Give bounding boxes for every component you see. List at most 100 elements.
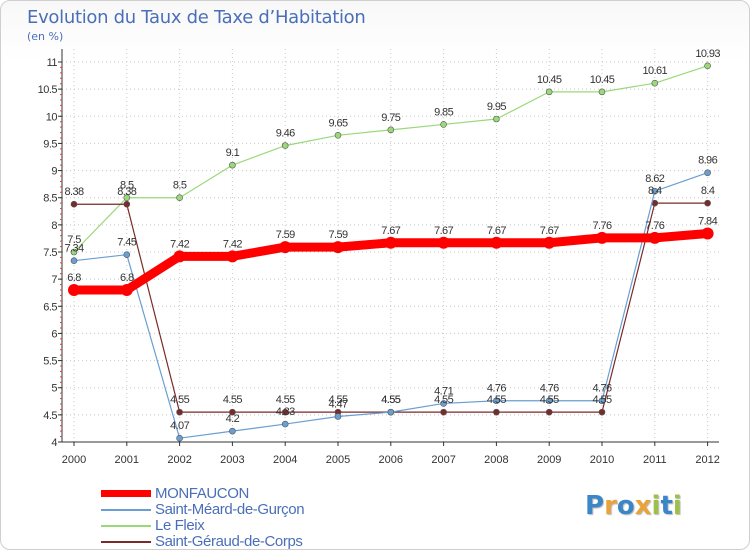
x-tick-label: 2000	[62, 454, 86, 466]
data-label-2: 9.1	[226, 147, 240, 159]
x-tick-label: 2002	[167, 454, 191, 466]
series-point-0	[68, 284, 80, 296]
series-point-2	[704, 62, 711, 70]
data-label-3: 4.55	[381, 394, 400, 406]
data-label-2: 9.65	[328, 117, 347, 129]
series-point-2	[70, 248, 78, 256]
series-point-0	[279, 241, 292, 254]
y-tick-label: 8	[51, 220, 57, 232]
data-label-2: 8.5	[173, 180, 187, 192]
series-point-2	[545, 88, 553, 96]
series-point-1	[651, 187, 659, 195]
data-label-3: 8.4	[701, 185, 715, 197]
series-point-0	[490, 236, 503, 249]
series-point-3	[176, 408, 183, 416]
series-point-3	[229, 408, 236, 416]
series-point-1	[387, 408, 395, 416]
series-point-0	[596, 231, 608, 244]
data-label-1: 4.55	[381, 394, 400, 406]
logo-letter: i	[672, 491, 682, 521]
x-tick-label: 2008	[484, 454, 508, 466]
series-point-1	[598, 397, 606, 405]
series-point-1	[229, 427, 236, 435]
y-tick-label: 4	[51, 437, 57, 449]
data-label-2: 9.46	[276, 128, 295, 140]
legend-swatch-monfaucon	[101, 490, 151, 497]
y-tick-label: 8.5	[43, 193, 57, 205]
series-point-2	[229, 161, 236, 169]
data-label-0: 7.76	[592, 220, 611, 232]
series-point-1	[70, 257, 78, 264]
y-tick-label: 10	[46, 111, 58, 123]
logo-letter: o	[616, 491, 635, 521]
series-point-0	[701, 227, 714, 240]
y-tick-label: 7.5	[43, 247, 57, 259]
data-label-1: 7.34	[64, 243, 83, 255]
y-tick-label: 9.5	[43, 138, 57, 150]
x-tick-label: 2004	[273, 454, 297, 466]
data-label-0: 6.8	[120, 272, 134, 284]
chart-unit-label: (en %)	[27, 30, 64, 43]
proxiti-logo: Proxiti	[585, 491, 682, 521]
logo-letter: r	[604, 491, 617, 521]
series-point-1	[493, 397, 500, 405]
series-point-1	[281, 420, 289, 428]
data-label-1: 4.76	[487, 383, 506, 395]
series-point-0	[226, 250, 239, 263]
data-label-0: 7.59	[328, 229, 347, 241]
series-point-2	[387, 126, 395, 134]
x-tick-label: 2009	[537, 454, 561, 466]
logo-letter: P	[585, 491, 605, 521]
series-point-2	[598, 88, 606, 96]
series-point-1	[176, 434, 183, 442]
data-label-1: 8.62	[645, 173, 664, 185]
series-point-2	[440, 121, 447, 128]
chart-title: Evolution du Taux de Taxe d’Habitation	[27, 7, 366, 28]
data-label-0: 6.8	[67, 272, 81, 284]
series-point-1	[704, 169, 711, 177]
data-label-1: 8.96	[698, 155, 717, 167]
data-label-1: 4.07	[170, 420, 189, 432]
data-label-3: 4.55	[434, 394, 453, 406]
data-label-1: 7.45	[117, 237, 136, 249]
data-label-1: 4.76	[540, 383, 559, 395]
series-point-0	[173, 250, 186, 263]
series-point-0	[648, 231, 661, 244]
series-point-2	[281, 142, 289, 149]
series-point-1	[545, 397, 553, 405]
legend-label-saint-geraud: Saint-Géraud-de-Corps	[155, 533, 303, 550]
data-label-0: 7.67	[434, 225, 453, 237]
data-label-2: 7.5	[67, 234, 81, 246]
x-tick-label: 2001	[115, 454, 139, 466]
y-tick-label: 5.5	[43, 356, 57, 368]
series-point-0	[332, 241, 344, 254]
data-label-3: 4.55	[170, 394, 189, 406]
legend-swatch-saint-geraud	[101, 541, 151, 543]
legend-label-le-fleix: Le Fleix	[155, 517, 205, 534]
series-point-3	[123, 200, 131, 208]
data-label-2: 10.45	[537, 74, 562, 86]
data-label-1: 4.76	[592, 383, 611, 395]
y-tick-label: 4.5	[43, 410, 57, 422]
x-tick-label: 2003	[220, 454, 244, 466]
data-label-3: 4.55	[223, 394, 242, 406]
data-label-0: 7.42	[223, 238, 242, 250]
series-point-3	[545, 408, 553, 416]
series-point-1	[123, 251, 131, 259]
series-point-2	[334, 131, 342, 139]
series-point-0	[384, 236, 397, 249]
y-tick-label: 5	[51, 383, 57, 395]
x-tick-label: 2006	[379, 454, 403, 466]
series-point-1	[334, 413, 342, 420]
data-label-3: 4.55	[487, 394, 506, 406]
y-tick-label: 6.5	[43, 301, 57, 313]
logo-letter: x	[634, 491, 652, 521]
data-label-0: 7.67	[381, 225, 400, 237]
series-point-2	[493, 115, 500, 123]
data-label-2: 10.45	[590, 74, 615, 86]
data-label-0: 7.84	[698, 216, 717, 228]
data-label-1: 4.2	[226, 413, 240, 425]
legend-label-monfaucon: MONFAUCON	[155, 485, 249, 502]
y-tick-label: 9	[51, 166, 57, 178]
